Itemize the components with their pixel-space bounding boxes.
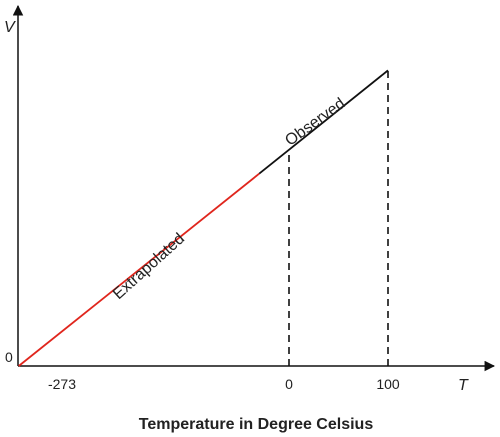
extrapolated-label: Extrapolated xyxy=(110,230,188,303)
data-series xyxy=(18,69,389,367)
extrapolated-line xyxy=(18,172,260,367)
x-axis-title: Temperature in Degree Celsius xyxy=(139,416,374,433)
x-tick-label-0: 0 xyxy=(285,376,293,392)
y-axis-symbol: V xyxy=(4,19,16,36)
reference-lines xyxy=(288,70,389,366)
x-axis-symbol: T xyxy=(458,377,469,394)
x-tick-label-neg273: -273 xyxy=(48,376,76,392)
observed-label: Observed xyxy=(282,95,348,150)
observed-line xyxy=(258,69,389,175)
y-origin-label: 0 xyxy=(5,349,13,365)
x-tick-label-100: 100 xyxy=(376,376,400,392)
